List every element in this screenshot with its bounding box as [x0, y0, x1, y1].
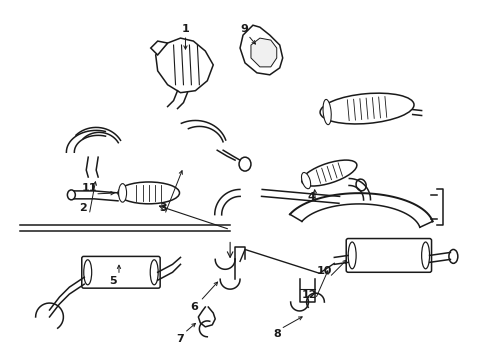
Ellipse shape	[118, 182, 179, 204]
Ellipse shape	[421, 242, 430, 269]
Ellipse shape	[84, 260, 92, 285]
Ellipse shape	[150, 260, 158, 285]
Ellipse shape	[323, 99, 331, 125]
Text: 8: 8	[273, 329, 281, 339]
Text: 5: 5	[109, 276, 117, 286]
Ellipse shape	[68, 190, 75, 200]
FancyBboxPatch shape	[82, 256, 160, 288]
Polygon shape	[251, 38, 277, 67]
Polygon shape	[240, 25, 283, 75]
Ellipse shape	[320, 93, 414, 124]
Text: 12: 12	[302, 290, 317, 300]
Ellipse shape	[348, 242, 356, 269]
FancyBboxPatch shape	[346, 239, 432, 272]
Ellipse shape	[119, 184, 126, 202]
Text: 9: 9	[240, 24, 248, 34]
Text: 11: 11	[81, 183, 97, 193]
Polygon shape	[156, 38, 213, 93]
Text: 3: 3	[159, 203, 167, 213]
Ellipse shape	[301, 172, 311, 189]
Text: 6: 6	[191, 302, 198, 312]
Text: 2: 2	[79, 203, 87, 213]
Text: 7: 7	[176, 334, 184, 344]
Text: 4: 4	[308, 192, 316, 202]
Ellipse shape	[302, 160, 357, 186]
Text: 10: 10	[317, 266, 332, 276]
Text: 1: 1	[182, 24, 189, 34]
Polygon shape	[151, 41, 168, 55]
Ellipse shape	[356, 179, 366, 191]
Ellipse shape	[449, 249, 458, 264]
Ellipse shape	[239, 157, 251, 171]
